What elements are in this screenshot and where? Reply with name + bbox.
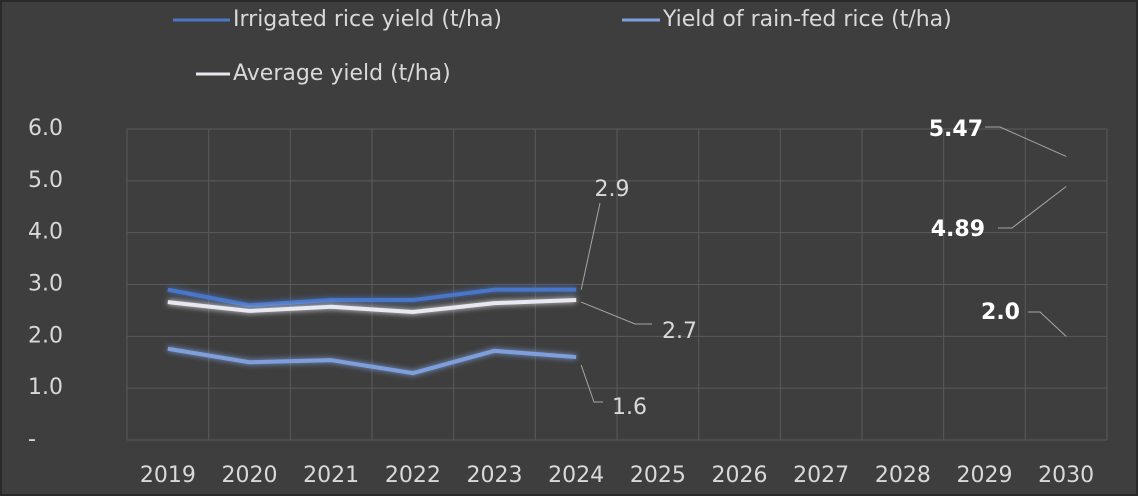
legend-label: Yield of rain-fed rice (t/ha) (662, 7, 952, 32)
x-tick-label: 2019 (140, 463, 196, 488)
data-label: 1.6 (612, 395, 647, 420)
leader-line (985, 126, 1067, 157)
y-tick-label: 3.0 (28, 272, 63, 297)
data-label: 2.9 (595, 177, 630, 202)
x-tick-label: 2025 (630, 463, 686, 488)
x-tick-label: 2023 (467, 463, 523, 488)
x-tick-label: 2028 (875, 463, 931, 488)
x-tick-label: 2021 (303, 463, 359, 488)
x-tick-label: 2029 (957, 463, 1013, 488)
data-label: 2.0 (981, 300, 1020, 325)
y-tick-label: 5.0 (28, 168, 63, 193)
y-tick-label: 4.0 (28, 220, 63, 245)
y-tick-label: 6.0 (28, 116, 63, 141)
x-tick-label: 2022 (385, 463, 441, 488)
y-tick-label: - (28, 427, 36, 452)
legend-label: Average yield (t/ha) (233, 61, 451, 86)
x-tick-label: 2027 (793, 463, 849, 488)
leader-line (998, 186, 1067, 229)
leader-line (580, 301, 652, 325)
data-label: 4.89 (931, 217, 985, 242)
y-tick-label: 1.0 (28, 375, 63, 400)
x-tick-label: 2026 (712, 463, 768, 488)
x-tick-label: 2030 (1038, 463, 1094, 488)
x-tick-label: 2020 (222, 463, 278, 488)
leader-line (580, 202, 601, 290)
legend-label: Irrigated rice yield (t/ha) (233, 7, 502, 32)
leader-line (580, 364, 603, 403)
data-label: 2.7 (662, 319, 697, 344)
x-tick-label: 2024 (548, 463, 604, 488)
leader-line (1028, 311, 1067, 337)
y-tick-label: 2.0 (28, 323, 63, 348)
data-label: 5.47 (929, 117, 983, 142)
